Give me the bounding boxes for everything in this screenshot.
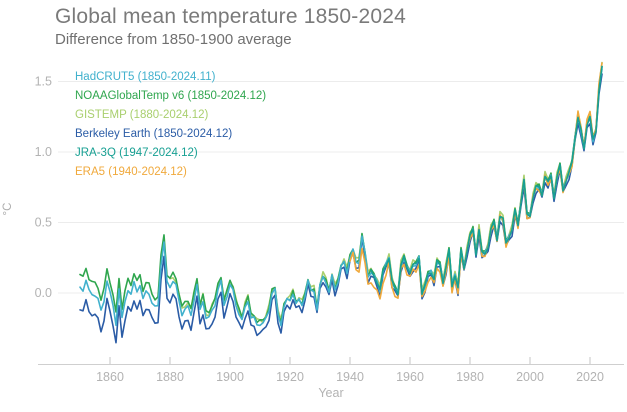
legend: HadCRUT5 (1850-2024.11) NOAAGlobalTemp v… bbox=[75, 68, 266, 182]
x-tick-label: 1920 bbox=[276, 370, 304, 384]
x-tick-label: 1960 bbox=[396, 370, 424, 384]
legend-item-jra3q: JRA-3Q (1947-2024.12) bbox=[75, 147, 198, 159]
chart-title: Global mean temperature 1850-2024 bbox=[55, 5, 406, 28]
y-axis-label: °C bbox=[2, 202, 14, 216]
legend-item-berkeley: Berkeley Earth (1850-2024.12) bbox=[75, 128, 233, 140]
x-tick-label: 1880 bbox=[156, 370, 184, 384]
legend-item-era5: ERA5 (1940-2024.12) bbox=[75, 166, 187, 178]
legend-item-noaa: NOAAGlobalTemp v6 (1850-2024.12) bbox=[75, 90, 267, 102]
x-tick-label: 1860 bbox=[96, 370, 124, 384]
legend-item-gistemp: GISTEMP (1880-2024.12) bbox=[75, 109, 209, 121]
y-tick-label: 1.5 bbox=[35, 75, 52, 89]
x-tick-label: 2000 bbox=[516, 370, 544, 384]
y-tick-label: 0.5 bbox=[35, 216, 52, 230]
x-axis-label: Year bbox=[318, 386, 344, 400]
x-tick-label: 2020 bbox=[576, 370, 604, 384]
x-tick-label: 1980 bbox=[456, 370, 484, 384]
x-tick-label: 1940 bbox=[336, 370, 364, 384]
chart-subtitle: Difference from 1850-1900 average bbox=[55, 31, 292, 48]
x-tick-label: 1900 bbox=[216, 370, 244, 384]
legend-item-hadcrut5: HadCRUT5 (1850-2024.11) bbox=[75, 71, 216, 83]
y-tick-label: 1.0 bbox=[35, 145, 52, 159]
series-path-jra3q bbox=[370, 65, 603, 296]
y-tick-label: 0.0 bbox=[35, 286, 52, 300]
